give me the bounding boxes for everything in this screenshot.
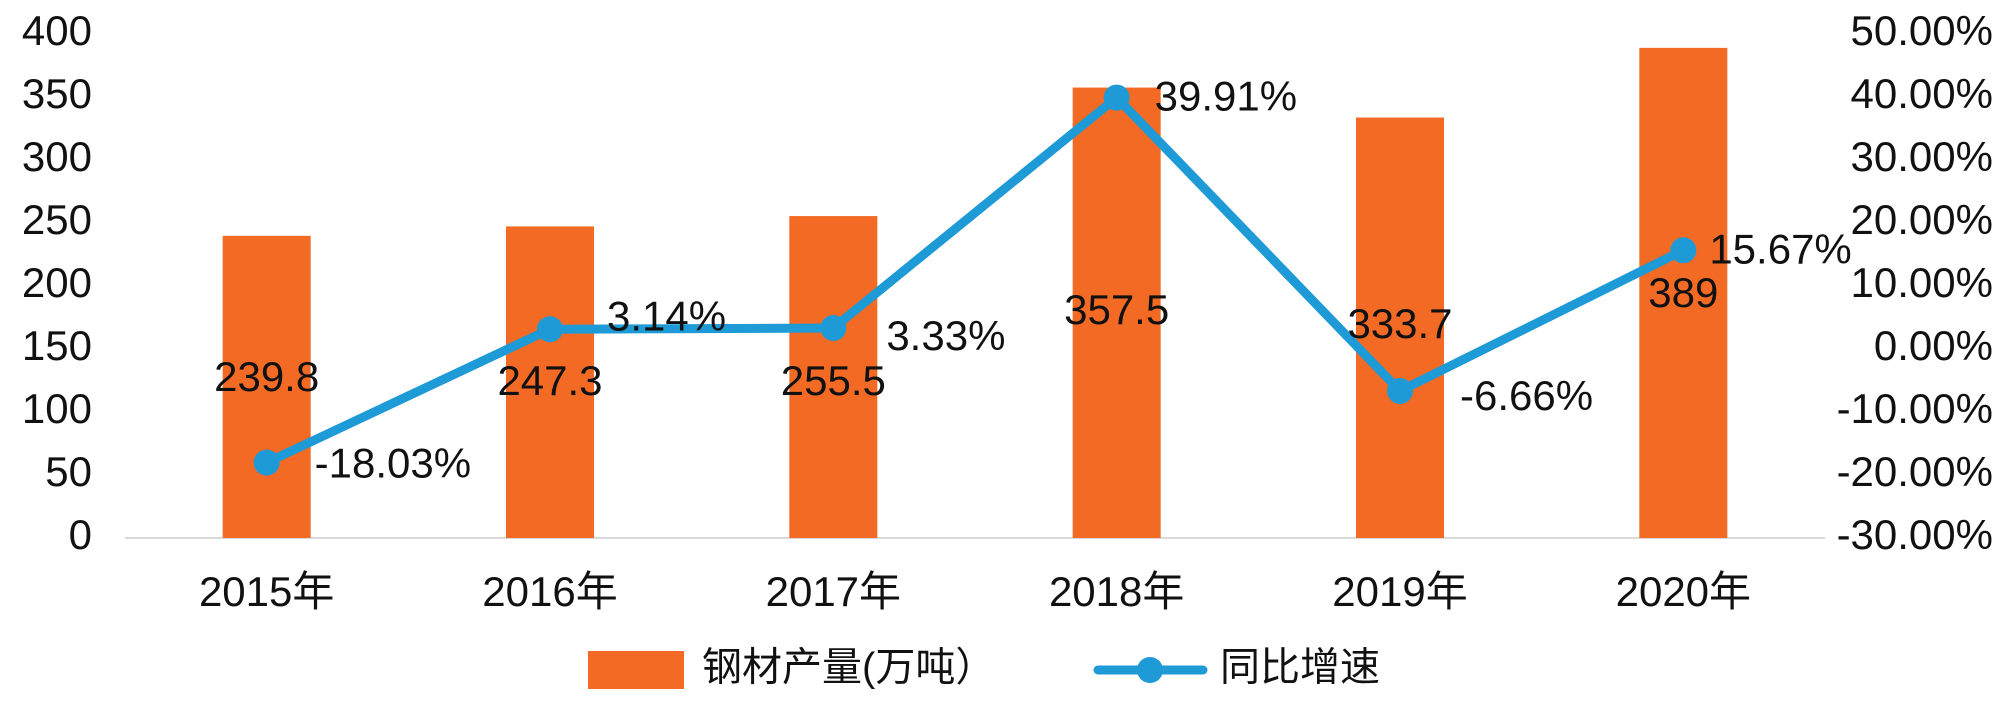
x-axis-categories: 2015年 2016年 2017年 2018年 2019年 2020年: [199, 568, 1751, 615]
left-axis-tick: 400: [22, 7, 92, 54]
right-axis-tick: -20.00%: [1837, 448, 1993, 495]
left-axis-tick: 0: [69, 511, 92, 558]
line-value-label: 39.91%: [1155, 73, 1297, 120]
left-axis-tick: 350: [22, 70, 92, 117]
right-axis-tick: 10.00%: [1851, 259, 1993, 306]
bar: [506, 226, 594, 539]
bar-value-label: 333.7: [1347, 300, 1452, 347]
line-value-label: 15.67%: [1709, 225, 1851, 272]
left-axis-tick: 50: [45, 448, 92, 495]
bar: [222, 235, 311, 539]
right-axis-tick: 20.00%: [1851, 196, 1993, 243]
bar-series: [222, 47, 1728, 539]
legend: 钢材产量(万吨） 同比增速: [588, 646, 1380, 690]
x-axis-category: 2019年: [1332, 568, 1467, 615]
legend-line-marker: [1137, 657, 1163, 683]
bar: [1356, 117, 1444, 539]
line-point: [537, 316, 563, 343]
data-labels: 239.8 247.3 255.5 357.5 333.7 389 -18.03% 3.14%…: [214, 73, 1852, 487]
left-axis-tick: 100: [22, 385, 92, 432]
line-point: [1103, 84, 1130, 111]
bar: [1639, 47, 1728, 539]
right-axis-tick: 50.00%: [1851, 7, 1993, 54]
right-axis-tick: -10.00%: [1837, 385, 1993, 432]
right-axis-tick: 30.00%: [1851, 133, 1993, 180]
line-value-label: 3.33%: [886, 312, 1005, 359]
legend-line-label: 同比增速: [1220, 646, 1380, 690]
bar: [789, 216, 878, 538]
line-value-label: -6.66%: [1460, 372, 1593, 419]
line-point: [820, 315, 847, 342]
bar-value-label: 255.5: [781, 357, 886, 404]
legend-bar-swatch: [588, 651, 684, 689]
line-point: [1670, 237, 1697, 264]
line-point: [1387, 377, 1413, 404]
x-axis-category: 2016年: [482, 568, 617, 615]
right-axis-tick: -30.00%: [1837, 511, 1993, 558]
series-line: [262, 93, 1688, 468]
x-axis-category: 2015年: [199, 568, 334, 615]
line-series: [253, 84, 1697, 476]
x-axis-category: 2017年: [766, 568, 901, 615]
right-axis-tick: 40.00%: [1851, 70, 1993, 117]
line-value-label: 3.14%: [607, 292, 726, 339]
left-axis-tick: 300: [22, 133, 92, 180]
left-axis-tick: 250: [22, 196, 92, 243]
x-axis-category: 2020年: [1616, 568, 1751, 615]
left-axis-tick: 150: [22, 322, 92, 369]
right-axis: -30.00% -20.00% -10.00% 0.00% 10.00% 20.00% 30…: [1837, 7, 1993, 558]
left-axis: 0 50 100 150 200 250 300 350 400: [22, 7, 92, 558]
right-axis-tick: 0.00%: [1874, 322, 1993, 369]
bar-value-label: 247.3: [497, 357, 602, 404]
line-value-label: -18.03%: [315, 440, 471, 487]
bar: [1072, 87, 1161, 539]
bar-value-label: 357.5: [1064, 286, 1169, 333]
line-point: [253, 449, 280, 476]
bar-value-label: 389: [1648, 269, 1718, 316]
bar-value-label: 239.8: [214, 353, 319, 400]
legend-bar-label: 钢材产量(万吨）: [702, 646, 995, 690]
left-axis-tick: 200: [22, 259, 92, 306]
x-axis-category: 2018年: [1049, 568, 1184, 615]
